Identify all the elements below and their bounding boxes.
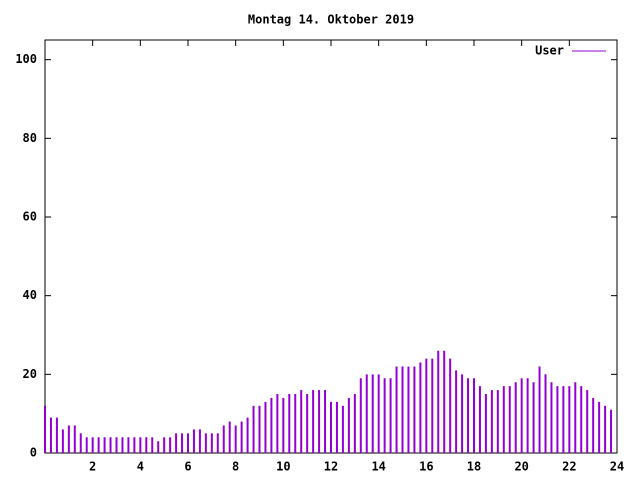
legend-label: User <box>535 44 564 58</box>
y-tick-label: 20 <box>23 367 37 381</box>
plot-frame <box>44 39 618 454</box>
x-tick-label: 8 <box>232 460 239 474</box>
x-tick-label: 6 <box>184 460 191 474</box>
x-tick-label: 14 <box>371 460 385 474</box>
x-tick-label: 12 <box>324 460 338 474</box>
x-tick-label: 18 <box>467 460 481 474</box>
x-tick-label: 16 <box>419 460 433 474</box>
chart-title: Montag 14. Oktober 2019 <box>248 13 414 27</box>
y-tick-label: 80 <box>23 131 37 145</box>
x-tick-label: 22 <box>562 460 576 474</box>
x-tick-label: 20 <box>514 460 528 474</box>
y-tick-label: 100 <box>15 52 37 66</box>
y-tick-label: 60 <box>23 210 37 224</box>
y-tick-label: 40 <box>23 288 37 302</box>
x-tick-label: 4 <box>137 460 144 474</box>
y-tick-label: 0 <box>30 446 37 460</box>
x-tick-label: 10 <box>276 460 290 474</box>
x-tick-label: 2 <box>89 460 96 474</box>
x-tick-label: 24 <box>610 460 624 474</box>
